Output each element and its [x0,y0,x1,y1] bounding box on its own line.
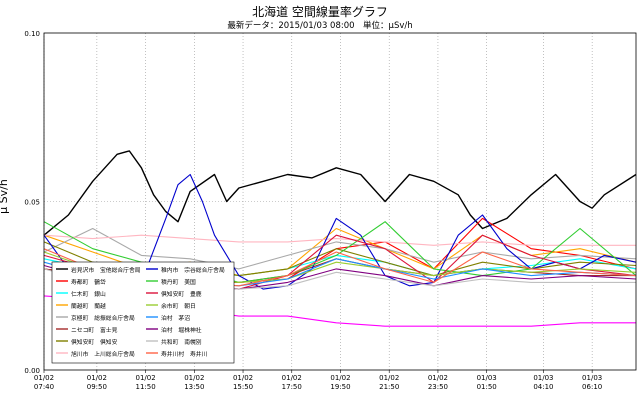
legend-label: 旭川市 上川総合庁舎局 [71,350,135,358]
x-tick-label-time: 01:50 [477,383,497,391]
legend-label: ニセコ町 富士見 [71,326,118,334]
x-tick-label-time: 23:50 [428,383,448,391]
x-tick-label-date: 01/03 [533,374,553,382]
legend-label: 余市町 朝日 [161,302,196,310]
series-line-7 [43,234,636,246]
legend-label: 共和町 南幌別 [161,338,202,346]
x-tick-label-date: 01/03 [477,374,497,382]
legend-label: 蘭越町 蘭越 [71,302,106,310]
x-tick-label-date: 01/02 [87,374,107,382]
legend-label: 岩見沢市 宝他総合庁舎局 [71,266,141,274]
y-tick-label: 0.00 [24,367,40,375]
legend-label: 倶知安町 豊鹿 [161,290,202,298]
x-tick-label-date: 01/03 [582,374,602,382]
x-tick-label-time: 07:40 [34,383,54,391]
x-tick-label-time: 21:50 [379,383,399,391]
x-tick-label-date: 01/02 [282,374,302,382]
x-tick-label-time: 19:50 [330,383,350,391]
legend-label: 泊村 堀株神社 [161,326,202,334]
series-line-0 [43,150,637,236]
x-tick-label-time: 17:50 [282,383,302,391]
x-tick-label-time: 04:10 [533,383,553,391]
legend-box [51,261,235,364]
legend-label: 泊村 茅沼 [161,314,190,322]
x-tick-label-date: 01/02 [379,374,399,382]
y-tick-label: 0.05 [24,199,40,207]
plot-border [43,32,637,371]
legend-label: 京極町 総振総合庁舎局 [71,314,135,322]
legend-label: 稚内市 宗谷総合庁舎局 [161,266,225,274]
legend-label: 仁木町 銀山 [71,290,106,298]
chart-subtitle: 最新データ：2015/01/03 08:00 単位：μSv/h [227,21,413,31]
x-tick-label-time: 06:10 [582,383,602,391]
x-tick-label-time: 13:50 [184,383,204,391]
x-tick-label-date: 01/02 [233,374,253,382]
x-tick-label-date: 01/02 [330,374,350,382]
x-tick-label-date: 01/02 [34,374,54,382]
x-tick-label-time: 09:50 [87,383,107,391]
x-tick-label-time: 11:50 [135,383,155,391]
x-tick-label-date: 01/02 [428,374,448,382]
legend-label: 寿都町 鶴岱 [71,278,106,286]
legend-label: 積丹町 美国 [161,278,196,286]
y-tick-label: 0.10 [24,30,40,38]
legend-label: 寿井川村 寿井川 [161,350,208,358]
x-tick-label-date: 01/02 [184,374,204,382]
chart-title: 北海道 空間線量率グラフ [252,5,388,19]
x-tick-label-time: 15:50 [233,383,253,391]
legend-label: 倶知安町 倶知安 [71,338,118,346]
series-line-4 [43,227,637,270]
x-tick-label-date: 01/02 [135,374,155,382]
